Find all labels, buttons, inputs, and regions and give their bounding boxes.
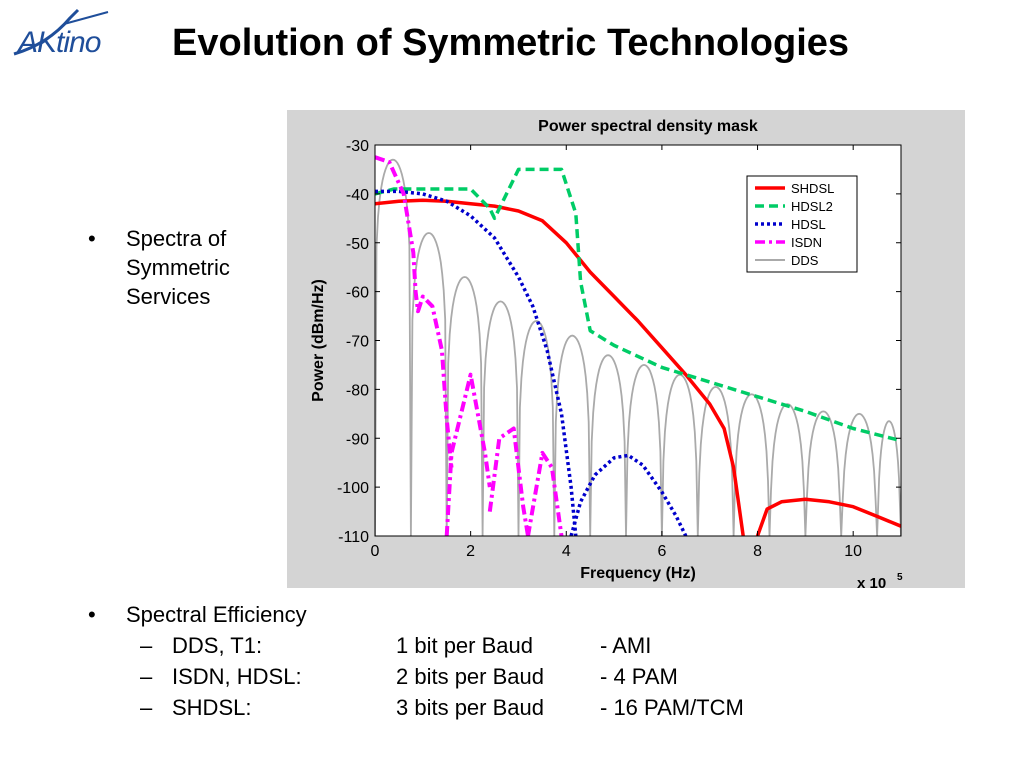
bullet-spectra-text: Spectra of Symmetric Services [126,226,230,309]
legend-label-shdsl: SHDSL [791,181,834,196]
y-axis-label: Power (dBm/Hz) [310,279,327,402]
legend-box [746,175,858,273]
slide-title: Evolution of Symmetric Technologies [172,22,850,64]
efficiency-coding: - 4 PAM [600,664,678,689]
series-hdsl-line-1 [569,453,688,536]
legend-label-hdsl2: HDSL2 [791,199,833,214]
y-tick-label: -50 [346,236,369,253]
bullet-spectral-efficiency-text: Spectral Efficiency [126,602,307,627]
x-tick-label: 2 [466,543,475,560]
efficiency-coding: - AMI [600,633,652,658]
legend-label-hdsl: HDSL [791,217,826,232]
x-multiplier-label: x 10 [857,575,886,588]
series-isdn-line-1 [444,372,492,536]
y-tick-label: -70 [346,334,369,351]
series-isdn-line-0 [375,155,454,468]
x-tick-label: 0 [371,543,380,560]
y-tick-label: -30 [346,138,369,155]
legend-label-isdn: ISDN [791,235,822,250]
x-tick-label: 8 [753,543,762,560]
efficiency-coding: - 16 PAM/TCM [600,695,744,720]
x-tick-label: 4 [562,543,571,560]
series-hdsl2-line-0 [375,167,901,443]
series-shdsl-line-1 [755,497,901,536]
efficiency-rate: 1 bit per Baud [396,633,533,658]
chart-title: Power spectral density mask [538,118,758,135]
x-multiplier-exponent: 5 [897,572,903,583]
efficiency-tech: SHDSL: [172,695,252,720]
sub-bullet-dash: – [140,695,153,720]
legend-label-dds: DDS [791,253,819,268]
y-tick-label: -80 [346,382,369,399]
y-tick-label: -110 [338,529,369,546]
series-hdsl-line-0 [375,189,578,536]
y-tick-label: -40 [346,187,369,204]
bullet-marker: • [88,602,96,627]
sub-bullet-dash: – [140,664,153,689]
y-tick-label: -90 [346,431,369,448]
series-isdn-line-3 [526,450,564,536]
series-dds-line [375,158,901,536]
y-tick-label: -100 [337,480,369,497]
series-isdn-line-2 [487,426,530,536]
psd-chart: -30 -40 -50 -60 -70 -80 -90 -100 -110 0 2 4 6 8 10 Powe… [287,110,965,592]
efficiency-tech: DDS, T1: [172,633,263,658]
x-tick-label: 6 [657,543,666,560]
x-axis-label: Frequency (Hz) [580,565,696,582]
aktino-logo: AKtino [8,4,142,64]
logo-text: AKtino [18,26,101,59]
efficiency-rate: 3 bits per Baud [396,695,544,720]
y-tick-label: -60 [346,285,369,302]
x-tick-label: 10 [844,543,862,560]
logo-swoosh-icon [13,8,109,56]
sub-bullet-dash: – [140,633,153,658]
efficiency-rate: 2 bits per Baud [396,664,544,689]
efficiency-tech: ISDN, HDSL: [172,664,302,689]
bullet-marker: • [88,226,96,251]
